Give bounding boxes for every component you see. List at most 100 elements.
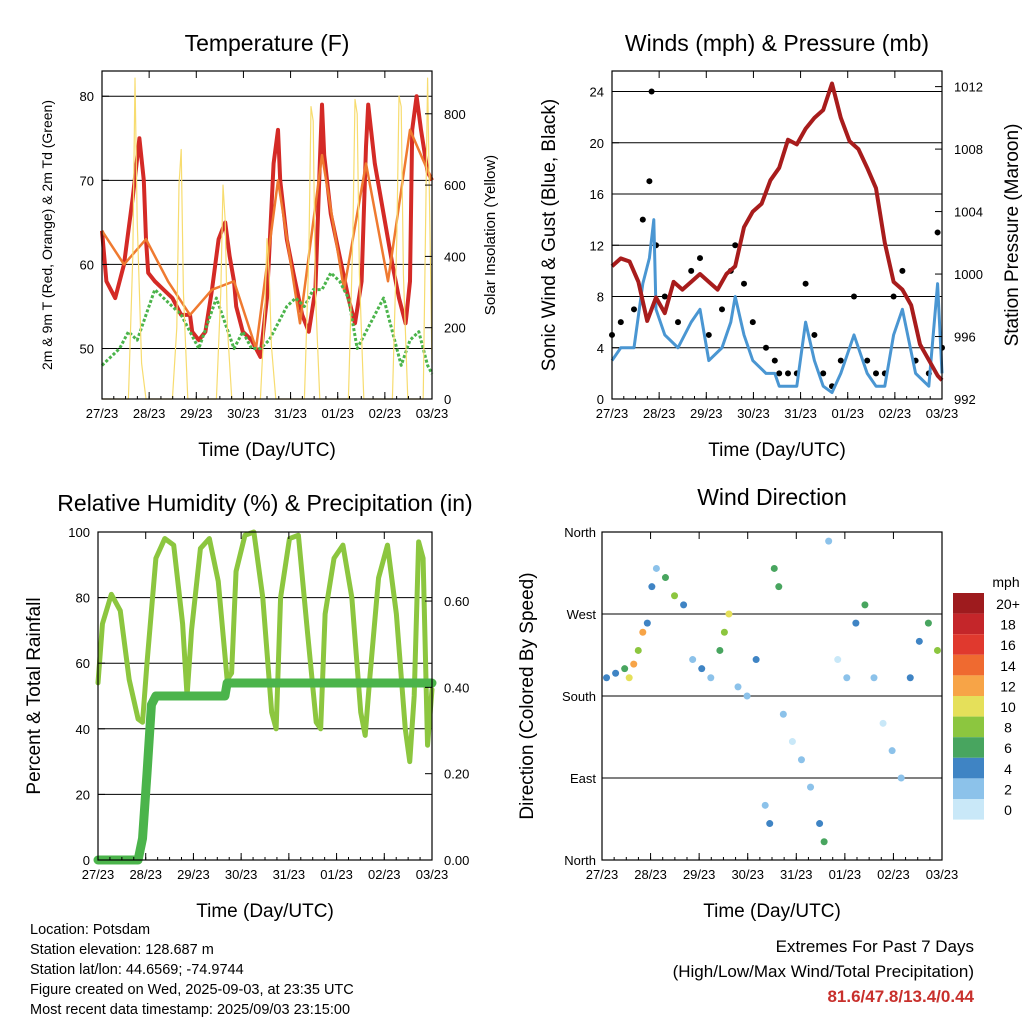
- direction-point: [734, 683, 742, 691]
- winds-pressure-panel: Winds (mph) & Pressure (mb) 27/23 28/23 29/…: [539, 30, 1023, 461]
- gust-point: [934, 229, 941, 236]
- colorbar-swatch: [953, 593, 984, 614]
- extremes-values: 81.6/47.8/13.4/0.44: [827, 987, 974, 1006]
- direction-point: [825, 537, 833, 545]
- x-tick-label: 30/23: [225, 867, 258, 882]
- plot-frame: [101, 70, 433, 400]
- y-tick-label: 4: [597, 341, 604, 356]
- direction-point: [725, 610, 733, 618]
- y2-tick-label: 0.20: [444, 767, 469, 782]
- direction-point: [652, 564, 660, 572]
- direction-point: [816, 820, 824, 828]
- x-tick-label: 29/23: [690, 406, 723, 421]
- chart-title: Relative Humidity (%) & Precipitation (i…: [57, 490, 472, 516]
- y2-tick-label: 1004: [954, 205, 983, 220]
- direction-point: [933, 646, 941, 654]
- x-tick-label: 29/23: [180, 406, 213, 421]
- direction-point: [720, 628, 728, 636]
- x-axis-label: Time (Day/UTC): [708, 440, 846, 461]
- x-tick-label: 02/23: [879, 406, 912, 421]
- direction-point: [906, 674, 914, 682]
- colorbar-swatch: [953, 675, 984, 696]
- gust-point: [899, 267, 906, 274]
- x-tick-label: 28/23: [634, 867, 667, 882]
- y-tick-label: 100: [68, 525, 90, 540]
- station-info: Location: Potsdam Station elevation: 128…: [30, 920, 354, 1020]
- gust-point: [820, 370, 827, 377]
- gust-point: [741, 280, 747, 287]
- gust-point: [802, 280, 809, 287]
- weather-charts: Temperature (F) 27/23 28/23 29/23 30/23 31/23…: [24, 30, 1023, 922]
- colorbar-swatch: [953, 716, 984, 738]
- colorbar-swatch: [953, 737, 984, 758]
- x-axis-label: Time (Day/UTC): [196, 901, 334, 922]
- wind-direction-panel: Wind Direction 27/23 28/23 29/23 30/23 31/23 0…: [517, 484, 1020, 922]
- direction-point: [648, 583, 656, 591]
- direction-point: [915, 637, 923, 645]
- y2-tick-label: 0.40: [444, 680, 469, 695]
- direction-point: [924, 619, 932, 627]
- y-tick-label: 12: [590, 238, 604, 253]
- x-tick-label: 03/23: [416, 406, 449, 421]
- direction-point: [716, 646, 724, 654]
- direction-point: [870, 674, 878, 682]
- y2-tick-label: 1012: [954, 80, 983, 95]
- gust-point: [749, 319, 756, 326]
- series-temp_9m: [100, 128, 434, 350]
- direction-point: [879, 719, 887, 727]
- extremes-box: Extremes For Past 7 Days (High/Low/Max W…: [673, 934, 974, 1009]
- direction-point: [779, 710, 787, 718]
- colorbar-swatch: [953, 778, 984, 799]
- x-tick-label: 28/23: [133, 406, 166, 421]
- y2-tick-label: 996: [954, 330, 976, 345]
- colorbar-label: 4: [1004, 761, 1012, 777]
- y-tick-label: 80: [76, 591, 90, 606]
- x-axis-label: Time (Day/UTC): [198, 440, 336, 461]
- x-tick-label: 31/23: [780, 867, 813, 882]
- y-axis-label: Percent & Total Rainfall: [24, 597, 45, 794]
- direction-point: [834, 656, 842, 664]
- gust-point: [631, 306, 637, 313]
- series-precip: [93, 678, 437, 865]
- station-latlon: Station lat/lon: 44.6569; -74.9744: [30, 962, 244, 978]
- colorbar-label: 0: [1004, 802, 1012, 818]
- extremes-title: Extremes For Past 7 Days: [775, 937, 974, 956]
- gust-point: [811, 331, 818, 338]
- y2-tick-label: 1000: [954, 267, 983, 282]
- colorbar-label: 16: [1000, 637, 1016, 653]
- y-tick-label: 60: [80, 257, 94, 272]
- direction-point: [807, 783, 815, 791]
- direction-point: [603, 674, 611, 682]
- x-tick-label: 31/23: [784, 406, 817, 421]
- y-tick-label: 16: [590, 187, 604, 202]
- direction-point: [661, 574, 669, 582]
- latest-timestamp: Most recent data timestamp: 2025/09/03 2…: [30, 1002, 351, 1018]
- y2-tick-label: 992: [954, 392, 976, 407]
- y2-tick-label: 1008: [954, 142, 983, 157]
- series-rh: [95, 529, 435, 765]
- direction-point: [770, 564, 778, 572]
- direction-point: [707, 674, 715, 682]
- y2-tick-label: 200: [444, 321, 466, 336]
- x-tick-label: 01/23: [829, 867, 862, 882]
- y-tick-label: 50: [80, 342, 94, 357]
- chart-title: Wind Direction: [697, 484, 847, 510]
- station-elevation: Station elevation: 128.687 m: [30, 942, 214, 958]
- direction-point: [612, 669, 620, 677]
- colorbar-title: mph: [992, 574, 1019, 590]
- x-tick-label: 27/23: [86, 406, 119, 421]
- gust-point: [776, 370, 783, 377]
- colorbar-label: 2: [1004, 781, 1012, 797]
- gust-point: [785, 370, 791, 377]
- colorbar-swatch: [953, 696, 984, 717]
- direction-point: [630, 660, 638, 668]
- x-tick-label: 30/23: [731, 867, 764, 882]
- y-tick-label: West: [567, 607, 597, 622]
- y2-tick-label: 800: [444, 107, 466, 122]
- y-tick-label: 40: [76, 722, 90, 737]
- gust-point: [837, 357, 844, 364]
- colorbar-swatch: [953, 613, 984, 635]
- colorbar-label: 6: [1004, 740, 1012, 756]
- direction-point: [766, 820, 774, 828]
- y-tick-label: 80: [80, 89, 94, 104]
